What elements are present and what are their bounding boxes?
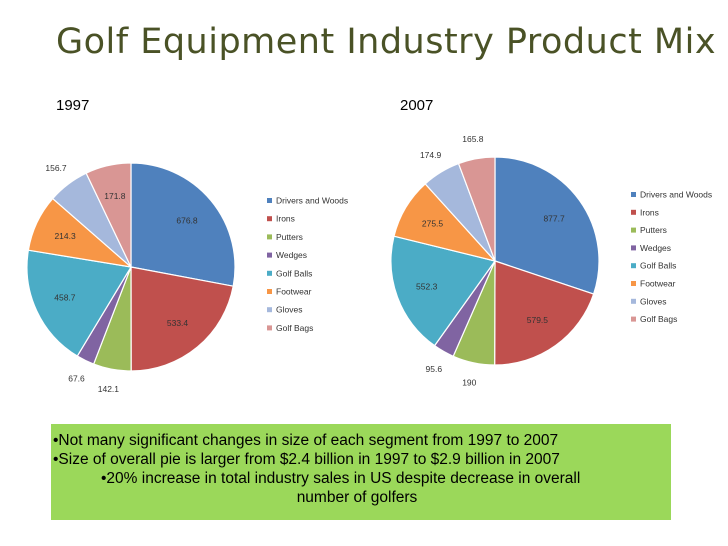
legend-label-gloves-1997: Gloves: [276, 305, 302, 315]
legend-label-footwear-1997: Footwear: [276, 287, 312, 297]
pie-chart-1997: 676.8 533.4 142.1 67.6 458.7 214.3 156.7 171.8 D…: [26, 162, 348, 394]
pie-chart-2007: 877.7 579.5 190 95.6 552.3 275.5 174.9 165.8 Dri…: [390, 134, 712, 387]
chart-title-2007: 2007: [400, 97, 434, 114]
legend-swatch-footwear-1997: [267, 289, 272, 294]
legend-label-footwear-2007: Footwear: [640, 279, 676, 289]
bullet-3-line-2: number of golfers: [296, 489, 418, 506]
data-label-golf-balls-1997: 458.7: [54, 293, 76, 303]
data-label-footwear-2007: 275.5: [422, 219, 444, 229]
legend-label-drivers-and-woods-2007: Drivers and Woods: [640, 190, 712, 200]
legend-label-drivers-and-woods-1997: Drivers and Woods: [276, 196, 348, 206]
data-label-golf-balls-2007: 552.3: [416, 281, 438, 291]
data-label-putters-1997: 142.1: [98, 384, 120, 394]
legend-swatch-golf-bags-1997: [267, 325, 272, 331]
data-label-drivers-and-woods-1997: 676.8: [176, 216, 198, 226]
legend-swatch-putters-2007: [631, 227, 636, 233]
legend-label-putters-2007: Putters: [640, 225, 667, 235]
bullet-3-line-1: •20% increase in total industry sales in…: [101, 470, 581, 487]
pie-slice-golf-bags-2007: [457, 156, 496, 262]
legend-label-wedges-1997: Wedges: [276, 250, 307, 260]
legend-swatch-wedges-2007: [631, 245, 636, 251]
legend-label-golf-bags-1997: Golf Bags: [276, 323, 313, 333]
legend-label-irons-2007: Irons: [640, 207, 659, 217]
pie-slice-drivers-and-woods-2007: [494, 156, 600, 295]
data-label-irons-1997: 533.4: [167, 318, 189, 328]
data-label-drivers-and-woods-2007: 877.7: [543, 214, 565, 224]
legend-label-wedges-2007: Wedges: [640, 243, 671, 253]
data-label-golf-bags-2007: 165.8: [462, 134, 484, 144]
pie-slice-irons-2007: [494, 260, 595, 366]
legend-swatch-drivers-and-woods-2007: [631, 192, 636, 197]
legend-swatch-drivers-and-woods-1997: [267, 198, 272, 203]
legend-label-gloves-2007: Gloves: [640, 296, 666, 306]
legend-swatch-golf-bags-2007: [631, 316, 636, 322]
legend-swatch-footwear-2007: [631, 281, 636, 286]
legend-swatch-gloves-1997: [267, 307, 272, 313]
summary-box: •Not many significant changes in size of…: [51, 424, 671, 520]
legend-label-golf-balls-2007: Golf Balls: [640, 261, 676, 271]
slide-title: Golf Equipment Industry Product Mix: [56, 22, 717, 62]
bullet-1: •Not many significant changes in size of…: [53, 432, 559, 449]
pie-slice-golf-bags-1997: [85, 162, 132, 268]
data-label-wedges-1997: 67.6: [68, 373, 85, 383]
data-label-putters-2007: 190: [462, 377, 476, 387]
chart-title-1997: 1997: [56, 97, 90, 114]
legend-label-golf-balls-1997: Golf Balls: [276, 268, 312, 278]
data-label-gloves-2007: 174.9: [420, 150, 442, 160]
data-label-golf-bags-1997: 171.8: [104, 191, 126, 201]
bullet-2: •Size of overall pie is larger from $2.4…: [53, 451, 560, 468]
pie-slice-irons-1997: [130, 266, 234, 372]
legend-swatch-golf-balls-2007: [631, 263, 636, 269]
legend-label-golf-bags-2007: Golf Bags: [640, 314, 677, 324]
data-label-footwear-1997: 214.3: [54, 231, 76, 241]
pie-slice-golf-balls-1997: [26, 249, 132, 357]
legend-swatch-putters-1997: [267, 234, 272, 240]
data-label-irons-2007: 579.5: [527, 315, 549, 325]
legend-swatch-irons-2007: [631, 209, 636, 215]
data-label-gloves-1997: 156.7: [45, 163, 67, 173]
legend-swatch-wedges-1997: [267, 252, 272, 258]
bullet-3: •20% increase in total industry sales in…: [101, 469, 661, 507]
data-label-wedges-2007: 95.6: [426, 364, 443, 374]
legend-label-irons-1997: Irons: [276, 214, 295, 224]
legend-swatch-irons-1997: [267, 216, 272, 222]
pie-slice-golf-balls-2007: [390, 235, 497, 347]
pie-slice-drivers-and-woods-1997: [130, 162, 236, 287]
legend-swatch-golf-balls-1997: [267, 270, 272, 276]
legend-label-putters-1997: Putters: [276, 232, 303, 242]
legend-swatch-gloves-2007: [631, 298, 636, 304]
